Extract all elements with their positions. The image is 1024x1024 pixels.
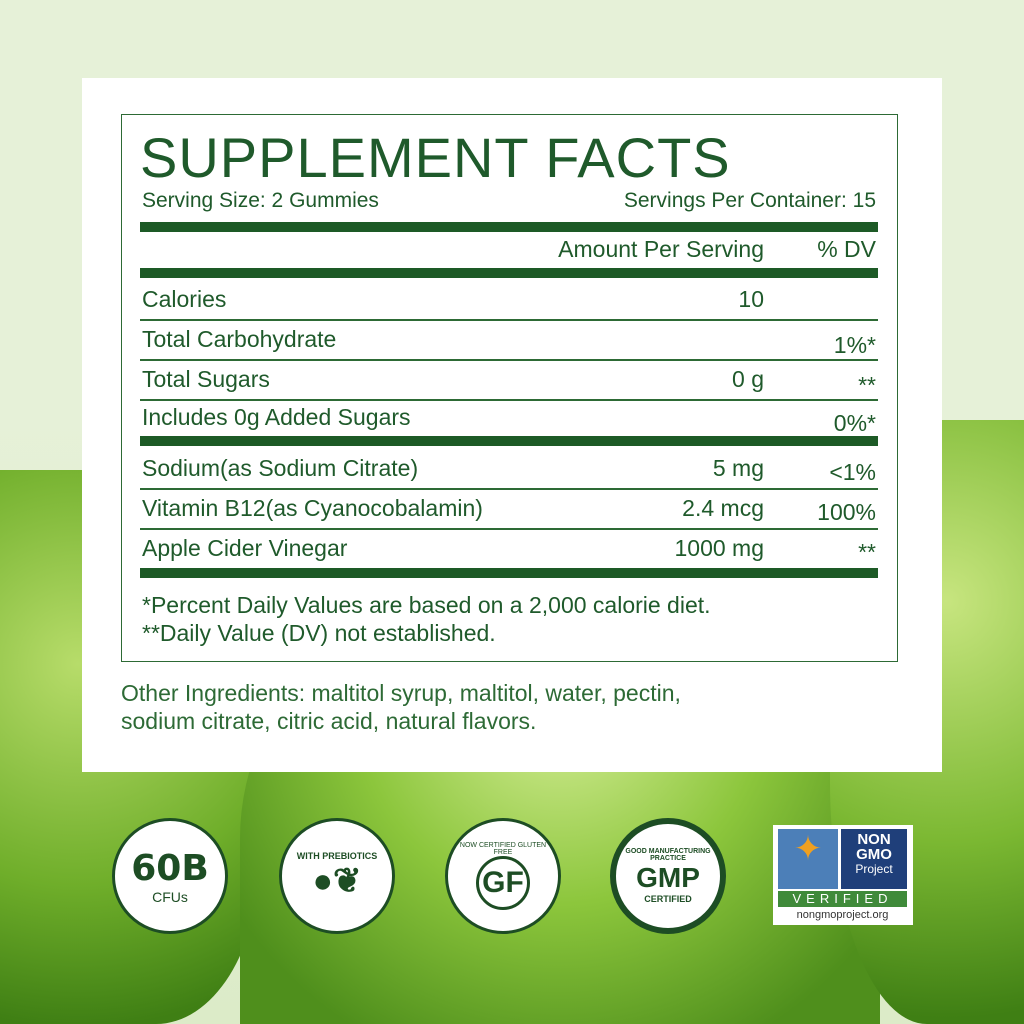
nutrient-amount: 10: [738, 286, 764, 312]
row-divider: [140, 488, 878, 490]
divider-thick: [140, 268, 878, 278]
prebiotics-label: WITH PREBIOTICS: [296, 851, 378, 861]
row-divider: [140, 319, 878, 321]
row-divider: [140, 528, 878, 530]
nutrient-dv: **: [858, 372, 876, 398]
nongmo-gmo: GMO: [856, 846, 892, 863]
footnote-dv: *Percent Daily Values are based on a 2,0…: [142, 592, 711, 618]
other-ingredients-cont: sodium citrate, citric acid, natural fla…: [121, 708, 537, 734]
nutrient-amount: 5 mg: [712, 455, 764, 481]
facts-box: [121, 114, 898, 662]
gmp-ring-text: GOOD MANUFACTURING PRACTICE: [625, 848, 711, 862]
cfu-count: 60B: [131, 847, 209, 889]
nutrient-dv: 0%*: [833, 410, 876, 436]
cfu-label: CFUs: [152, 888, 188, 905]
nutrient-dv: 1%*: [833, 332, 876, 358]
nutrient-dv: 100%: [817, 499, 876, 525]
nutrient-name: Total Carbohydrate: [142, 326, 337, 352]
nutrient-dv: <1%: [829, 459, 876, 485]
row-divider: [140, 359, 878, 361]
nongmo-url: nongmoproject.org: [796, 909, 889, 921]
nutrient-name: Calories: [142, 286, 227, 312]
label-panel: [82, 78, 942, 772]
prebiotics-badge: WITH PREBIOTICS ●❦: [279, 818, 395, 934]
dv-header: % DV: [817, 236, 876, 262]
divider-thick: [140, 222, 878, 232]
nutrient-amount: 0 g: [732, 366, 764, 392]
gmp-mark: GMP: [636, 862, 700, 893]
gf-ring-text: NOW CERTIFIED GLUTEN FREE: [459, 842, 547, 856]
facts-title: SUPPLEMENT FACTS: [140, 126, 731, 189]
gluten-free-badge: NOW CERTIFIED GLUTEN FREE GF: [445, 818, 561, 934]
nongmo-non: NON: [857, 831, 891, 848]
gf-mark: GF: [476, 856, 530, 910]
nongmo-title-block: NON GMO Project: [841, 829, 907, 889]
footnote-not-established: **Daily Value (DV) not established.: [142, 620, 496, 646]
leaf-icon: ●❦: [312, 862, 362, 900]
butterfly-icon: ✦: [778, 829, 838, 889]
nongmo-verified: VERIFIED: [778, 891, 907, 907]
nutrient-name: Total Sugars: [142, 366, 270, 392]
amount-header: Amount Per Serving: [558, 236, 764, 262]
serving-size: Serving Size: 2 Gummies: [142, 189, 379, 212]
nutrient-name: Apple Cider Vinegar: [142, 535, 348, 561]
nutrient-name: Sodium(as Sodium Citrate): [142, 455, 419, 481]
row-divider: [140, 568, 878, 578]
servings-per-container: Servings Per Container: 15: [623, 189, 876, 212]
nutrient-amount: 1000 mg: [674, 535, 764, 561]
gmp-certified: CERTIFIED: [644, 894, 692, 904]
nongmo-project: Project: [855, 862, 893, 876]
other-ingredients: Other Ingredients: maltitol syrup, malti…: [121, 680, 681, 706]
cfu-badge: 60B CFUs: [112, 818, 228, 934]
row-divider: [140, 399, 878, 401]
nutrient-amount: 2.4 mcg: [682, 495, 764, 521]
nutrient-name: Includes 0g Added Sugars: [142, 404, 411, 430]
row-divider: [140, 436, 878, 446]
nutrient-dv: **: [858, 539, 876, 565]
non-gmo-verified-logo: ✦ NON GMO Project VERIFIED nongmoproject…: [773, 825, 913, 925]
gmp-badge: GOOD MANUFACTURING PRACTICE GMP CERTIFIE…: [610, 818, 726, 934]
nutrient-name: Vitamin B12(as Cyanocobalamin): [142, 495, 483, 521]
